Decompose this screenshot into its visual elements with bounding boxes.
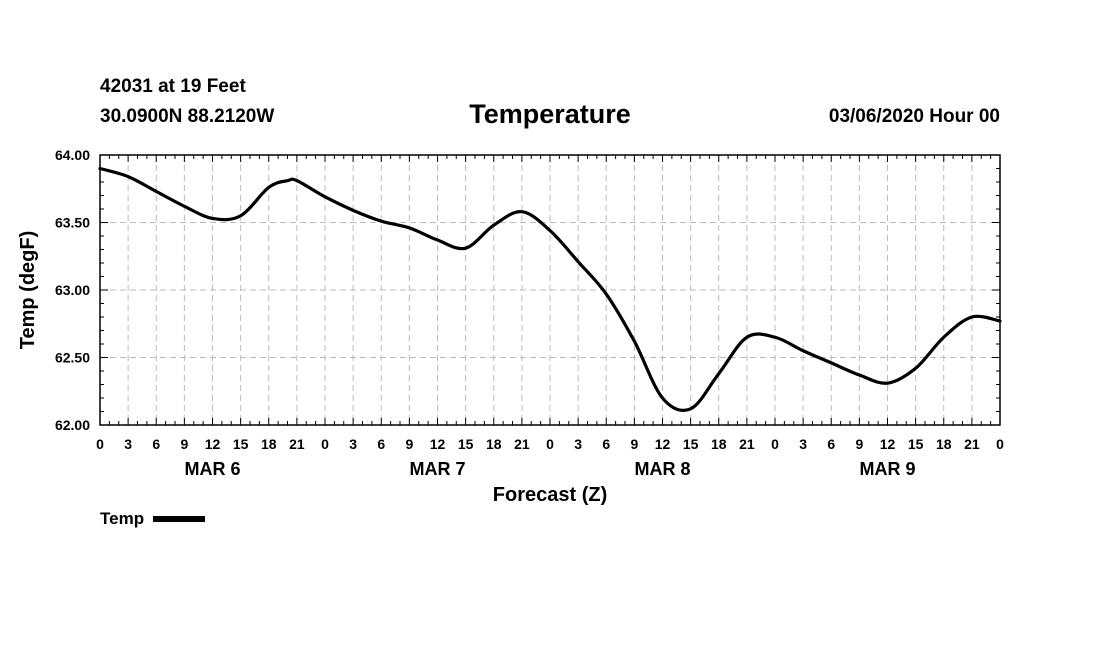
- x-tick-label: 3: [124, 436, 132, 452]
- x-tick-label: 12: [430, 436, 446, 452]
- x-tick-label: 9: [855, 436, 863, 452]
- x-tick-label: 12: [655, 436, 671, 452]
- day-label: MAR 9: [859, 459, 915, 479]
- x-tick-label: 15: [908, 436, 924, 452]
- x-tick-label: 21: [289, 436, 305, 452]
- legend-label: Temp: [100, 509, 145, 528]
- label-layer: 0 3 6 9 12 15 18 21 0 3 6 9 12 15 18 21 0 3 6 9 12 15 18 21 0 3 6 9…: [55, 147, 1004, 479]
- x-tick-label: 15: [233, 436, 249, 452]
- x-tick-label: 15: [458, 436, 474, 452]
- y-tick-label: 62.00: [55, 417, 90, 433]
- x-tick-label: 3: [349, 436, 357, 452]
- x-tick-label: 3: [799, 436, 807, 452]
- x-tick-label: 9: [180, 436, 188, 452]
- x-tick-label: 12: [880, 436, 896, 452]
- legend-line-swatch: [153, 516, 206, 522]
- y-tick-label: 63.50: [55, 215, 90, 231]
- y-axis-label: Temp (degF): [17, 231, 39, 350]
- grid-layer: [100, 155, 1000, 425]
- x-tick-label: 0: [546, 436, 554, 452]
- y-tick-label: 64.00: [55, 147, 90, 163]
- x-tick-label: 21: [739, 436, 755, 452]
- day-label: MAR 8: [634, 459, 690, 479]
- plot-frame: [99, 154, 1001, 426]
- y-tick-label: 62.50: [55, 350, 90, 366]
- x-tick-label: 18: [486, 436, 502, 452]
- x-tick-label: 0: [96, 436, 104, 452]
- x-axis-label: Forecast (Z): [493, 484, 607, 506]
- x-tick-label: 6: [152, 436, 160, 452]
- x-tick-label: 0: [771, 436, 779, 452]
- x-tick-label: 0: [996, 436, 1004, 452]
- chart-title: Temperature: [469, 99, 631, 129]
- x-tick-label: 21: [514, 436, 530, 452]
- forecast-datetime: 03/06/2020 Hour 00: [828, 106, 1000, 127]
- x-tick-label: 3: [574, 436, 582, 452]
- station-label: 42031 at 19 Feet: [100, 76, 246, 97]
- x-tick-label: 9: [630, 436, 638, 452]
- temp-series-line: [98, 166, 1002, 412]
- x-tick-label: 0: [321, 436, 329, 452]
- x-tick-label: 18: [936, 436, 952, 452]
- day-label: MAR 7: [409, 459, 465, 479]
- x-tick-label: 18: [261, 436, 277, 452]
- x-tick-label: 6: [602, 436, 610, 452]
- x-tick-label: 18: [711, 436, 727, 452]
- y-tick-label: 63.00: [55, 282, 90, 298]
- x-tick-label: 15: [683, 436, 699, 452]
- x-tick-label: 12: [205, 436, 221, 452]
- x-tick-label: 6: [827, 436, 835, 452]
- x-tick-label: 21: [964, 436, 980, 452]
- x-tick-label: 9: [405, 436, 413, 452]
- legend: Temp: [100, 509, 206, 529]
- station-coordinates: 30.0900N 88.2120W: [100, 106, 275, 127]
- day-label: MAR 6: [184, 459, 240, 479]
- x-tick-label: 6: [377, 436, 385, 452]
